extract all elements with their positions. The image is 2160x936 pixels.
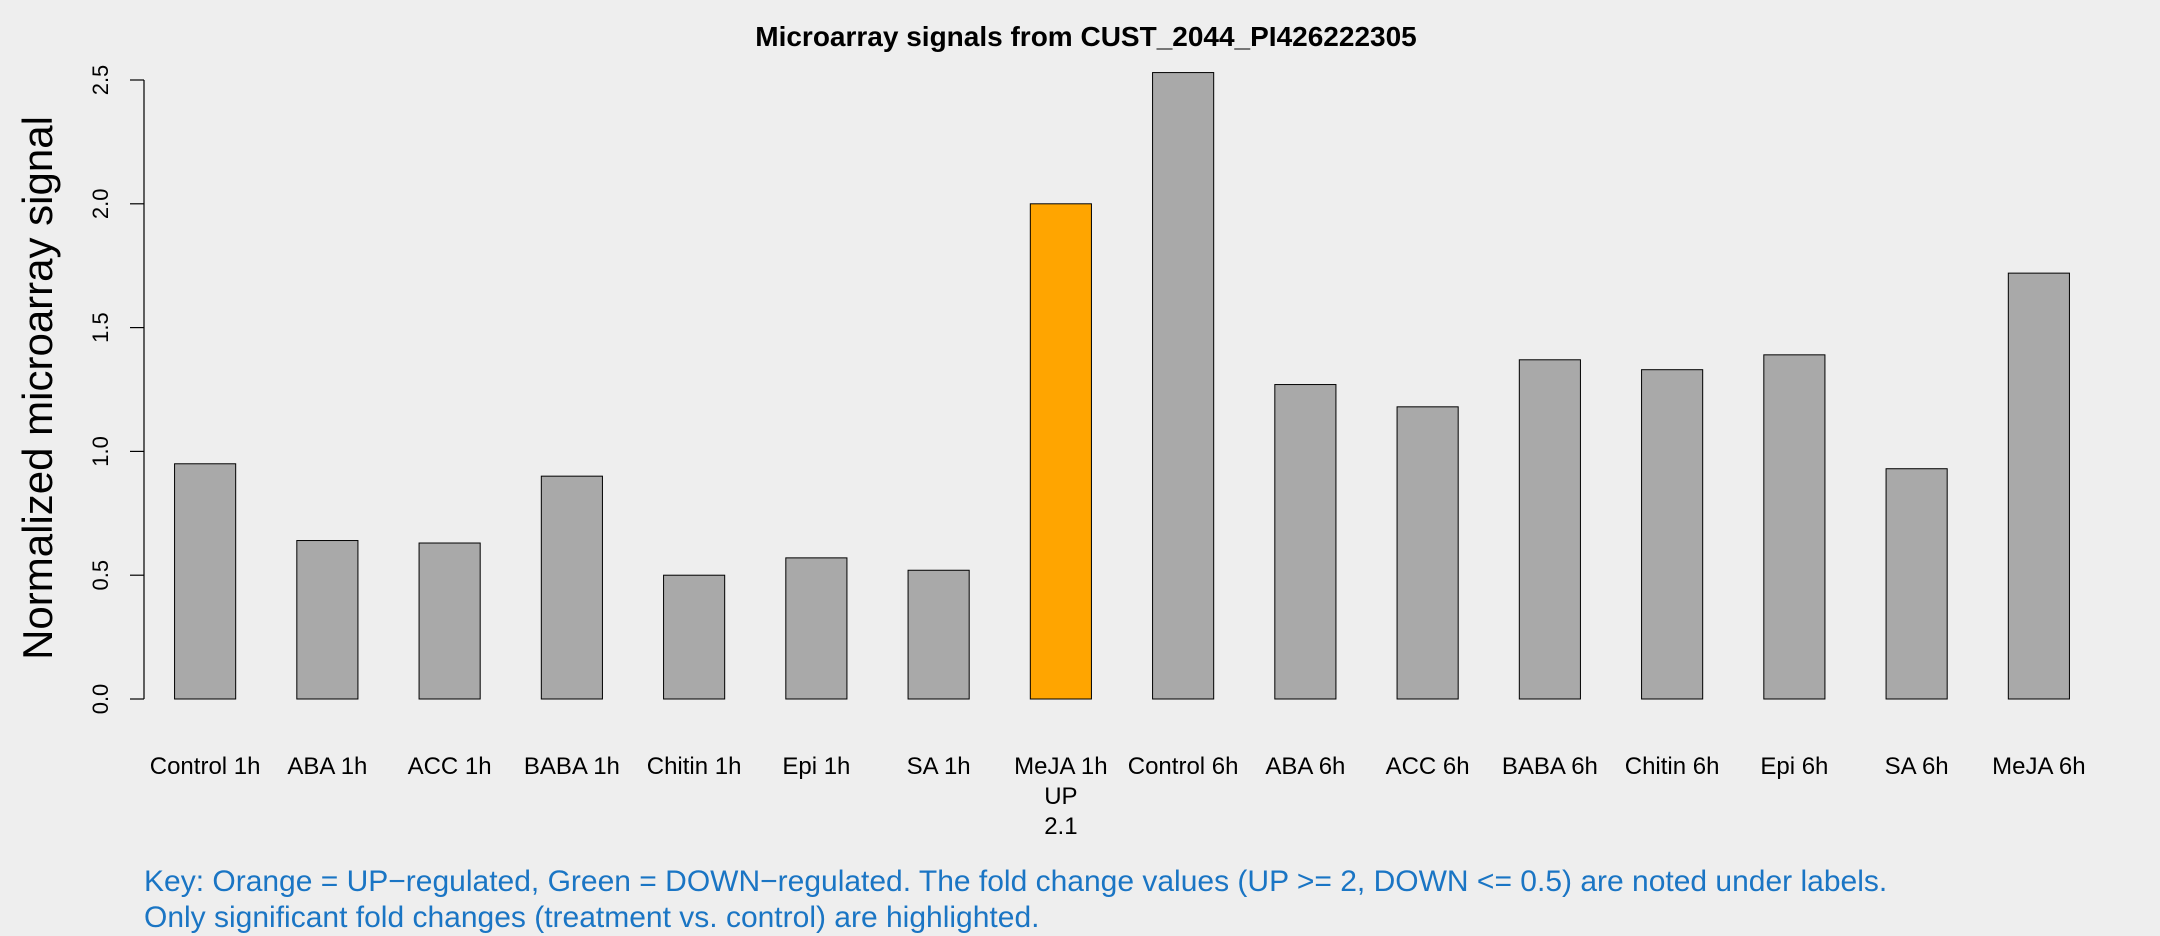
y-tick-label: 1.5 — [88, 312, 113, 343]
category-label: BABA 1h — [524, 753, 620, 780]
fold-change-note: UP — [1044, 783, 1077, 810]
y-tick-label: 0.0 — [88, 684, 113, 715]
category-label: ABA 1h — [287, 753, 367, 780]
bar-control-6h — [1152, 72, 1215, 700]
category-label: Epi 1h — [782, 753, 850, 780]
category-label: MeJA 6h — [1992, 753, 2085, 780]
bar-control-1h — [174, 463, 237, 700]
bar-aba-6h — [1274, 384, 1337, 700]
category-label: ACC 6h — [1386, 753, 1470, 780]
chart-title: Microarray signals from CUST_2044_PI4262… — [755, 21, 1417, 52]
category-label: Control 1h — [150, 753, 261, 780]
category-label: Control 6h — [1128, 753, 1239, 780]
key-line-2: Only significant fold changes (treatment… — [144, 901, 1040, 934]
category-label: MeJA 1h — [1014, 753, 1107, 780]
y-axis: 0.0 0.5 1.0 1.5 2.0 2.5 — [88, 65, 145, 715]
y-axis-label: Normalized microarray signal — [14, 116, 61, 660]
bar-acc-1h — [418, 542, 481, 700]
bar-chitin-6h — [1641, 369, 1704, 700]
y-tick-label: 0.5 — [88, 560, 113, 591]
bars — [174, 72, 2070, 700]
bar-acc-6h — [1396, 406, 1459, 700]
fold-change-note: 2.1 — [1044, 813, 1077, 840]
category-label: BABA 6h — [1502, 753, 1598, 780]
bar-baba-1h — [540, 475, 603, 700]
category-label: Epi 6h — [1760, 753, 1828, 780]
key-note: Key: Orange = UP−regulated, Green = DOWN… — [144, 864, 1887, 936]
bar-chitin-1h — [663, 574, 726, 700]
category-label: ACC 1h — [408, 753, 492, 780]
category-label: Chitin 6h — [1625, 753, 1720, 780]
bar-aba-1h — [296, 540, 359, 700]
category-labels: Control 1h ABA 1h ACC 1h BABA 1h Chitin 1h Ep… — [150, 753, 2086, 840]
category-label: Chitin 1h — [647, 753, 742, 780]
bar-epi-1h — [785, 557, 848, 700]
key-line-1: Key: Orange = UP−regulated, Green = DOWN… — [144, 865, 1888, 898]
category-label: SA 6h — [1885, 753, 1949, 780]
bar-sa-6h — [1885, 468, 1948, 700]
bar-baba-6h — [1518, 359, 1581, 700]
category-label: SA 1h — [907, 753, 971, 780]
y-tick-label: 1.0 — [88, 436, 113, 467]
bar-epi-6h — [1763, 354, 1826, 700]
bar-sa-1h — [907, 569, 970, 700]
y-tick-label: 2.5 — [88, 65, 113, 96]
y-tick-label: 2.0 — [88, 189, 113, 220]
bar-meja-6h — [2007, 272, 2070, 700]
category-label: ABA 6h — [1265, 753, 1345, 780]
bar-meja-1h — [1029, 203, 1092, 700]
